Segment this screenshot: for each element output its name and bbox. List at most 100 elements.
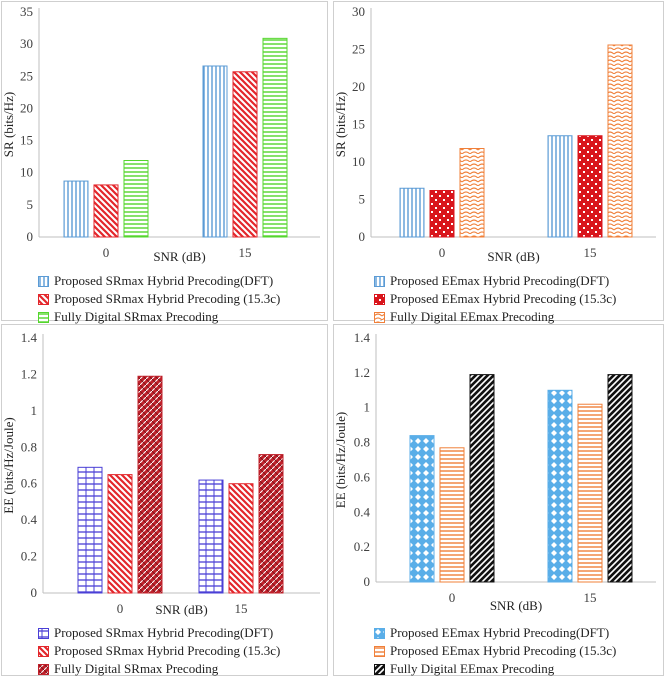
- x-tick-label: 15: [235, 601, 248, 616]
- bar: [577, 403, 603, 583]
- legend-label: Proposed EEmax Hybrid Precoding(DFT): [390, 625, 610, 640]
- chart-plot: 0 0.2 0.4 0.6 0.8 1 1.2 1.4 0 15 EE (bits/Hz/Joule…: [1, 330, 320, 617]
- y-tick-label: 0.8: [21, 439, 37, 454]
- y-tick-label: 0: [31, 585, 38, 600]
- y-tick-label: 0: [27, 229, 34, 244]
- legend-label: Proposed SRmax Hybrid Precoding (15.3c): [54, 291, 281, 306]
- legend-swatch: [38, 293, 49, 305]
- bar: [202, 65, 228, 238]
- chart-legend: Proposed SRmax Hybrid Precoding(DFT) Pro…: [38, 624, 280, 678]
- x-axis-label: SNR (dB): [155, 602, 207, 617]
- y-tick-label: 0.6: [354, 469, 371, 484]
- legend-label: Fully Digital SRmax Precoding: [54, 661, 219, 676]
- bar: [63, 180, 89, 238]
- bar: [93, 184, 119, 238]
- legend-label: Fully Digital SRmax Precoding: [54, 309, 219, 324]
- legend-item: Proposed EEmax Hybrid Precoding(DFT): [374, 624, 616, 642]
- legend-swatch: [374, 663, 385, 675]
- chart-panel-ee-srmax: 0 0.2 0.4 0.6 0.8 1 1.2 1.4 0 15 EE (bits/Hz/Joule…: [1, 324, 328, 676]
- y-tick-label: 0.2: [354, 539, 370, 554]
- x-tick-label: 15: [239, 245, 252, 260]
- y-tick-label: 25: [352, 42, 365, 57]
- y-tick-label: 20: [352, 79, 365, 94]
- legend-label: Fully Digital EEmax Precoding: [390, 309, 555, 324]
- y-tick-label: 10: [20, 165, 33, 180]
- bar: [429, 190, 455, 238]
- legend-item: Proposed EEmax Hybrid Precoding(DFT): [374, 272, 616, 290]
- legend-swatch: [374, 311, 385, 323]
- bar: [607, 374, 633, 583]
- y-axis-label: SR (bits/Hz): [1, 92, 16, 157]
- y-tick-label: 0.6: [21, 476, 38, 491]
- y-tick-label: 0.2: [21, 549, 37, 564]
- legend-item: Fully Digital SRmax Precoding: [38, 660, 280, 678]
- legend-item: Proposed SRmax Hybrid Precoding(DFT): [38, 624, 280, 642]
- legend-swatch: [374, 627, 385, 639]
- bar: [232, 71, 258, 238]
- legend-item: Fully Digital SRmax Precoding: [38, 308, 280, 326]
- y-tick-label: 30: [20, 36, 33, 51]
- y-tick-label: 20: [20, 100, 33, 115]
- bar: [547, 135, 573, 238]
- y-tick-label: 0: [364, 574, 371, 589]
- legend-swatch: [374, 293, 385, 305]
- bar: [409, 435, 435, 583]
- legend-item: Proposed EEmax Hybrid Precoding (15.3c): [374, 290, 616, 308]
- bar: [262, 37, 288, 238]
- y-axis-label: EE (bits/Hz/Joule): [333, 412, 348, 508]
- chart-panel-sr-eemax: 0 5 10 15 20 25 30 0 15 SR (bits/Hz) SNR (dB) Prop…: [333, 1, 664, 324]
- y-axis-label: SR (bits/Hz): [333, 92, 348, 157]
- legend-label: Proposed EEmax Hybrid Precoding (15.3c): [390, 291, 617, 306]
- y-tick-label: 0: [359, 229, 366, 244]
- legend-swatch: [38, 645, 49, 657]
- x-tick-label: 15: [584, 245, 597, 260]
- x-tick-label: 15: [584, 590, 597, 605]
- legend-swatch: [38, 311, 49, 323]
- bar: [77, 466, 103, 594]
- y-tick-label: 1: [364, 400, 371, 415]
- chart-plot: 0 5 10 15 20 25 30 0 15 SR (bits/Hz) SNR (dB): [333, 4, 656, 264]
- legend-label: Proposed EEmax Hybrid Precoding(DFT): [390, 273, 610, 288]
- legend-label: Proposed SRmax Hybrid Precoding(DFT): [54, 273, 274, 288]
- chart-panel-ee-eemax: 0 0.2 0.4 0.6 0.8 1 1.2 1.4 0 15 EE (bits/Hz/Joule…: [333, 324, 664, 676]
- legend-label: Fully Digital EEmax Precoding: [390, 661, 555, 676]
- bar: [577, 135, 603, 238]
- bar: [399, 187, 425, 238]
- x-axis-label: SNR (dB): [153, 249, 205, 264]
- y-tick-label: 0.8: [354, 435, 370, 450]
- chart-legend: Proposed EEmax Hybrid Precoding(DFT) Pro…: [374, 272, 616, 326]
- y-tick-label: 35: [20, 4, 33, 19]
- y-tick-label: 0.4: [354, 504, 371, 519]
- x-tick-label: 0: [117, 601, 124, 616]
- y-tick-label: 0.4: [21, 512, 38, 527]
- chart-legend: Proposed SRmax Hybrid Precoding(DFT) Pro…: [38, 272, 280, 326]
- bar: [469, 374, 495, 583]
- y-tick-label: 10: [352, 154, 365, 169]
- legend-label: Proposed EEmax Hybrid Precoding (15.3c): [390, 643, 617, 658]
- y-tick-label: 25: [20, 68, 33, 83]
- bar: [107, 474, 133, 594]
- bar: [258, 454, 284, 594]
- y-tick-label: 1.4: [354, 330, 371, 345]
- chart-panel-sr-srmax: 0 5 10 15 20 25 30 35 0 15 SR (bits/Hz) SNR (dB) Pr…: [1, 1, 328, 324]
- bar: [228, 483, 254, 594]
- y-tick-label: 15: [352, 117, 365, 132]
- y-tick-label: 5: [359, 192, 366, 207]
- bar: [547, 389, 573, 583]
- legend-item: Proposed SRmax Hybrid Precoding (15.3c): [38, 290, 280, 308]
- bar: [607, 44, 633, 238]
- legend-swatch: [38, 627, 49, 639]
- chart-legend: Proposed EEmax Hybrid Precoding(DFT) Pro…: [374, 624, 616, 678]
- chart-plot: 0 5 10 15 20 25 30 35 0 15 SR (bits/Hz) SNR (dB): [1, 4, 320, 264]
- x-axis-label: SNR (dB): [487, 249, 539, 264]
- bar: [439, 447, 465, 583]
- chart-plot: 0 0.2 0.4 0.6 0.8 1 1.2 1.4 0 15 EE (bits/Hz/Joule…: [333, 330, 656, 613]
- y-tick-label: 30: [352, 4, 365, 19]
- y-tick-label: 5: [27, 197, 34, 212]
- x-tick-label: 0: [439, 245, 446, 260]
- legend-item: Fully Digital EEmax Precoding: [374, 660, 616, 678]
- y-tick-label: 1.2: [354, 365, 370, 380]
- x-tick-label: 0: [103, 245, 110, 260]
- legend-item: Proposed SRmax Hybrid Precoding (15.3c): [38, 642, 280, 660]
- y-tick-label: 1.4: [21, 330, 38, 345]
